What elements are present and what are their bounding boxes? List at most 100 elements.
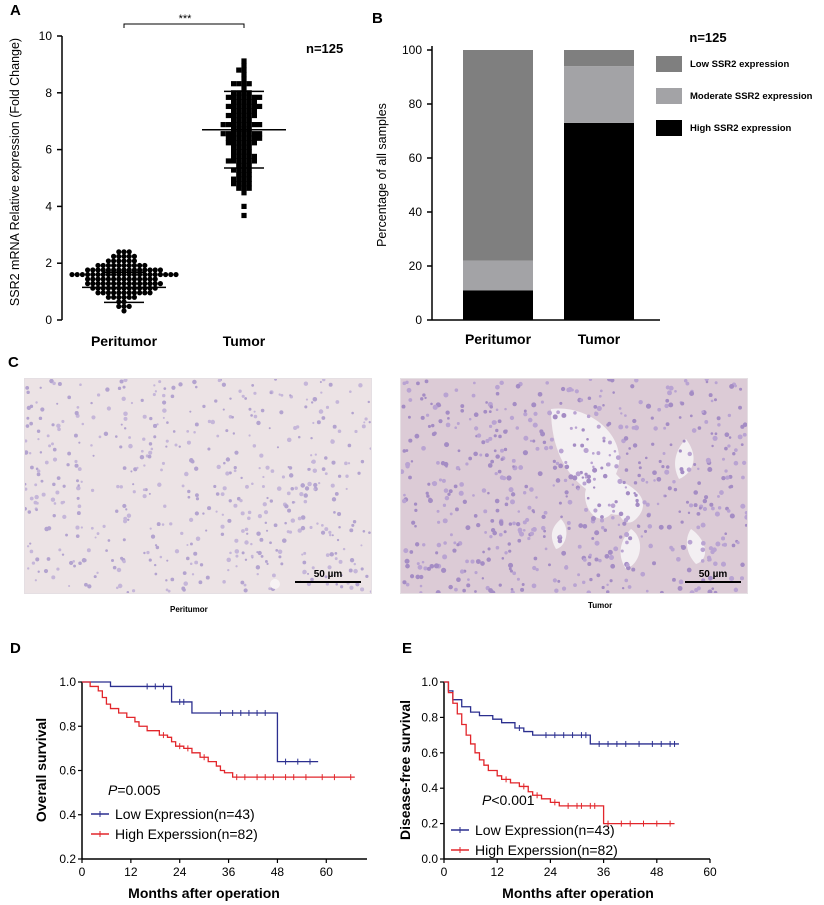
tumor-nucleus [685,381,690,386]
peritumor-nucleus [174,549,180,554]
peritumor-nucleus [268,427,271,430]
panel-b-bar-segment [463,50,533,261]
tumor-nucleus [632,443,638,448]
tumor-nucleus [436,461,440,465]
tumor-nucleus [487,491,490,495]
panel-a-data-point [152,285,158,291]
panel-a-data-point [152,271,158,278]
panel-d-legend-label: High Experssion(n=82) [115,826,258,842]
peritumor-nucleus [269,391,273,395]
panel-a-data-point [257,103,263,110]
panel-a-data-point [121,267,127,273]
tumor-tissue-picture [401,379,747,593]
tumor-nucleus [419,591,423,593]
tumor-nucleus [442,554,448,560]
peritumor-nucleus [353,562,357,566]
tumor-nucleus [622,521,627,526]
panel-d-y-axis-label: Overall survival [33,718,49,822]
peritumor-nucleus [334,557,338,561]
peritumor-nucleus [131,589,136,593]
peritumor-nucleus [143,464,146,467]
tumor-nucleus [403,493,406,497]
peritumor-nucleus [287,508,292,513]
peritumor-nucleus [247,510,252,515]
panel-a-x-tick-label: Tumor [223,333,266,349]
tumor-nucleus [548,563,551,567]
panel-a-data-point [236,181,242,187]
tumor-nucleus [405,380,409,385]
tumor-nucleus [593,404,598,409]
peritumor-nucleus [57,381,62,387]
tumor-nucleus [721,536,726,541]
peritumor-nucleus [123,379,128,383]
tumor-nucleus [638,400,643,405]
tumor-nucleus [447,492,451,496]
peritumor-nucleus [302,560,307,565]
tumor-nucleus [481,577,485,580]
tumor-nucleus [457,449,461,453]
tumor-nucleus [479,453,483,457]
peritumor-nucleus [122,538,126,542]
tumor-nucleus [580,443,585,448]
tumor-nucleus [475,559,481,564]
tumor-nucleus [485,401,488,404]
peritumor-nucleus [303,381,309,386]
peritumor-nucleus [194,511,199,516]
panel-a-data-point [231,94,237,100]
peritumor-nucleus [310,577,314,582]
peritumor-nucleus [170,394,175,399]
panel-a-data-point [95,271,101,278]
panel-a-data-point [131,290,137,296]
peritumor-nucleus [331,460,336,465]
panel-d-y-tick-label: 0.2 [59,852,76,866]
tumor-nucleus [744,523,747,527]
tumor-nucleus [476,523,481,528]
panel-a-data-point [90,285,96,291]
tumor-nucleus [408,398,413,402]
tumor-nucleus [602,473,608,479]
tumor-nucleus [555,478,561,483]
peritumor-nucleus [56,476,61,480]
tumor-nucleus [438,404,442,407]
panel-a-data-point [137,267,143,273]
peritumor-nucleus [325,582,329,586]
tumor-nucleus [610,503,616,509]
tumor-nucleus [556,410,560,415]
panel-a-data-point [85,276,91,282]
panel-a-data-point [105,285,111,291]
panel-d-x-tick-label: 12 [124,865,138,879]
panel-a-data-point [251,135,257,141]
peritumor-nucleus [286,491,291,496]
panel-a-data-point [251,94,257,100]
peritumor-nucleus [354,429,358,434]
peritumor-nucleus [26,416,30,420]
peritumor-nucleus [90,401,93,405]
peritumor-nucleus [284,504,289,509]
tumor-nucleus [669,443,673,447]
peritumor-nucleus [90,444,93,447]
tumor-nucleus [625,491,631,496]
tumor-nucleus [455,466,460,471]
peritumor-nucleus [107,539,111,542]
panel-a-data-point [116,258,122,264]
peritumor-nucleus [49,379,54,384]
peritumor-nucleus [280,393,284,397]
peritumor-nucleus [286,530,290,534]
tumor-nucleus [495,391,500,396]
tumor-nucleus [441,478,446,483]
tumor-nucleus [613,450,617,453]
peritumor-nucleus [86,548,91,553]
panel-a-data-point [116,262,122,269]
peritumor-nucleus [368,531,371,534]
peritumor-nucleus [240,476,243,480]
tumor-nucleus [508,549,512,553]
panel-a-data-point [157,267,163,273]
tumor-nucleus [432,480,438,487]
panel-d-x-axis-label: Months after operation [128,885,280,901]
peritumor-nucleus [163,387,167,390]
tumor-nucleus [414,524,417,528]
peritumor-nucleus [25,450,29,455]
panel-d-p-value: P=0.005 [108,782,161,798]
peritumor-nucleus [29,542,32,545]
tumor-nucleus [708,575,713,581]
